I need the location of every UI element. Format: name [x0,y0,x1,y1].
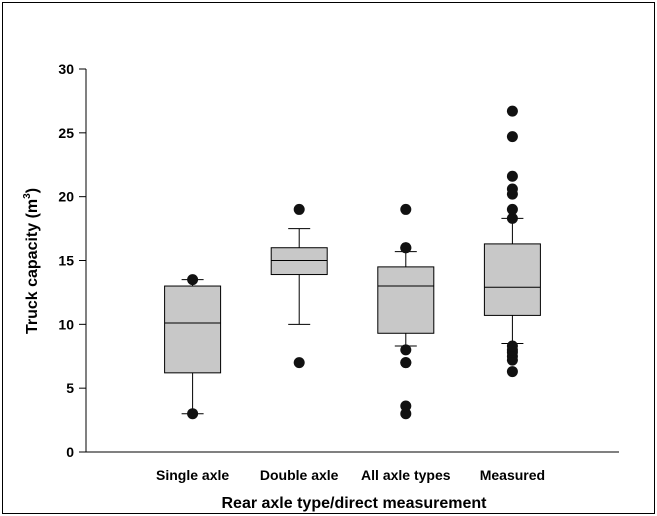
outlier-point [506,366,518,378]
box-1 [164,279,222,415]
outlier-point [400,203,412,215]
y-tick-label: 25 [58,125,74,141]
y-tick-label: 20 [58,189,74,205]
outlier-point [506,105,518,117]
boxes [164,217,541,415]
outlier-point [187,408,199,420]
y-axis-title-text: Truck capacity (m [24,199,41,334]
outlier-point [506,340,518,352]
outlier-point [506,212,518,224]
y-axis-title-suffix: ) [24,188,41,193]
y-tick-label: 10 [58,316,74,332]
outlier-point [400,242,412,254]
y-tick-label: 5 [66,380,74,396]
axes: 0 5 10 15 20 25 30 Single axle Double axle All ax… [58,61,619,483]
outlier-point [506,183,518,195]
outlier-point [506,131,518,143]
outlier-point [400,408,412,420]
x-tick-label: Measured [480,467,545,483]
outlier-point [293,357,305,369]
outlier-point [293,203,305,215]
y-tick-label: 0 [66,444,74,460]
outlier-point [506,203,518,215]
outlier-point [506,170,518,182]
y-tick-label: 15 [58,253,74,269]
iqr-box [483,243,541,316]
outlier-point [400,344,412,356]
outlier-point [187,274,199,286]
y-axis-title: Truck capacity (m3) [22,188,41,334]
outlier-point [400,400,412,412]
box-4 [483,217,541,344]
iqr-box [270,247,328,276]
outliers [187,105,518,420]
x-tick-label: All axle types [361,467,451,483]
x-tick-label: Single axle [156,467,229,483]
iqr-box [164,285,222,374]
x-axis-title: Rear axle type/direct measurement [221,495,487,512]
iqr-box [377,266,435,334]
box-2 [270,228,328,325]
outlier-point [400,357,412,369]
box-plot-chart: 0 5 10 15 20 25 30 Single axle Double axle All ax… [22,61,619,512]
y-tick-label: 30 [58,61,74,77]
x-tick-label: Double axle [260,467,339,483]
y-axis-title-superscript: 3 [22,193,33,199]
box-3 [377,251,435,347]
